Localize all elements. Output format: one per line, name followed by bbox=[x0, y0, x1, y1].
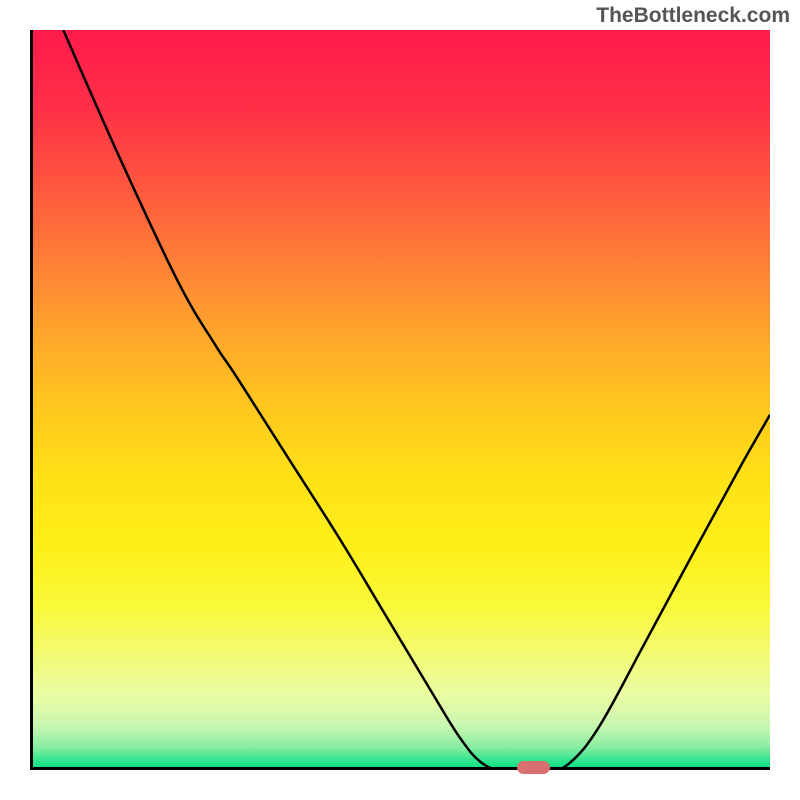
plot-area bbox=[30, 30, 770, 770]
curve-svg bbox=[30, 30, 770, 770]
bottleneck-curve bbox=[63, 30, 770, 770]
optimal-marker bbox=[517, 761, 550, 774]
x-axis-border bbox=[30, 767, 770, 770]
y-axis-border bbox=[30, 30, 33, 770]
chart-container: TheBottleneck.com bbox=[0, 0, 800, 800]
watermark-text: TheBottleneck.com bbox=[596, 4, 790, 28]
